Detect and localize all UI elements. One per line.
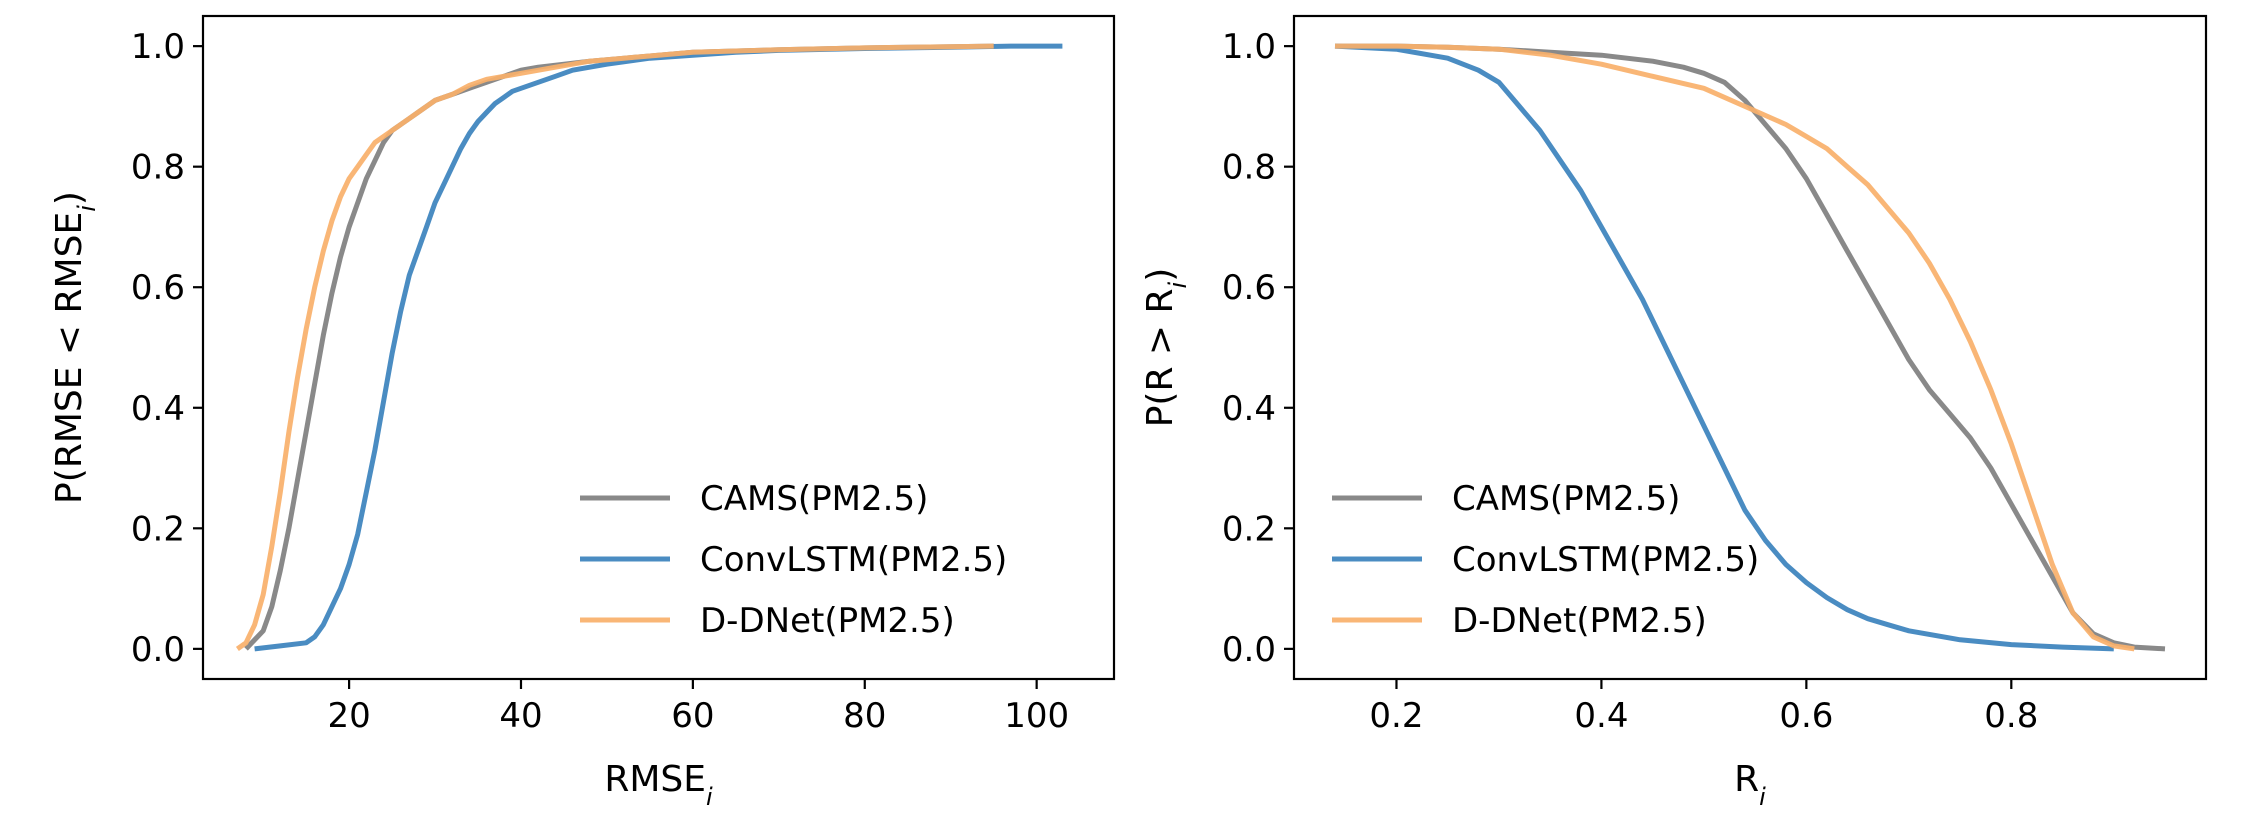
- chart-1-y-axis-label: P(RMSE < RMSEi): [49, 191, 101, 504]
- chart-1-y-tick-label: 0.6: [131, 268, 185, 308]
- chart-1-y-tick-label: 0.2: [131, 509, 185, 549]
- chart-2-y-axis-label-sub: i: [1164, 281, 1192, 288]
- chart-1-y-axis-label-sub: i: [73, 205, 101, 212]
- chart-1-y-tick-label: 0.0: [131, 630, 185, 670]
- chart-1-legend-label-1: CAMS(PM2.5): [700, 479, 928, 519]
- chart-2-x-tick-label: 0.4: [1574, 696, 1628, 736]
- chart-2-x-axis-label-sub: i: [1759, 783, 1766, 811]
- chart-2-plot-frame: [1292, 14, 2208, 681]
- chart-2-y-axis-label-tail: ): [1140, 268, 1181, 282]
- chart-1-x-axis-label-main: RMSE: [604, 759, 706, 800]
- chart-2-x-axis-label-main: R: [1734, 759, 1759, 800]
- chart-2-x-tick-label: 0.2: [1369, 696, 1423, 736]
- chart-2-x-axis-label: Ri: [1734, 759, 1766, 811]
- chart-2-y-tick-label: 0.0: [1222, 630, 1276, 670]
- chart-2-legend-label-1: CAMS(PM2.5): [1452, 479, 1680, 519]
- chart-2-series-2-line: [1334, 43, 2114, 652]
- chart-1-x-axis-label: RMSEi: [604, 759, 713, 811]
- chart-1-y-tick-label: 0.4: [131, 389, 185, 429]
- chart-1-legend: CAMS(PM2.5) ConvLSTM(PM2.5) D-DNet(PM2.5): [580, 479, 1007, 641]
- chart-2-y-axis-label: P(R > Ri): [1140, 268, 1192, 428]
- chart-1-legend-label-2: ConvLSTM(PM2.5): [700, 540, 1007, 580]
- chart-1-plot-frame: [201, 14, 1116, 681]
- chart-2-series-3-line: [1335, 43, 2135, 652]
- chart-2-y-tick-label: 0.2: [1222, 509, 1276, 549]
- chart-2-y-tick-label: 0.4: [1222, 389, 1276, 429]
- chart-2-y-tick-label: 1.0: [1222, 27, 1276, 67]
- chart-2-legend: CAMS(PM2.5) ConvLSTM(PM2.5) D-DNet(PM2.5): [1332, 479, 1759, 641]
- chart-2-legend-label-2: ConvLSTM(PM2.5): [1452, 540, 1759, 580]
- chart-1-x-tick-label: 100: [1004, 696, 1069, 736]
- chart-1-x-tick-label: 40: [499, 696, 542, 736]
- chart-1-x-tick-label: 60: [671, 696, 714, 736]
- chart-1-y-axis-label-main: P(RMSE < RMSE: [49, 212, 90, 504]
- chart-2-series-1-line: [1335, 43, 2166, 652]
- chart-2-legend-label-3: D-DNet(PM2.5): [1452, 601, 1707, 641]
- chart-1-x-tick-label: 20: [327, 696, 370, 736]
- chart-1-y-tick-label: 1.0: [131, 27, 185, 67]
- chart-1-x-tick-label: 80: [843, 696, 886, 736]
- chart-1-legend-label-3: D-DNet(PM2.5): [700, 601, 955, 641]
- chart-1-y-tick-label: 0.8: [131, 148, 185, 188]
- chart-2-y-tick-label: 0.6: [1222, 268, 1276, 308]
- chart-2-x-tick-label: 0.6: [1779, 696, 1833, 736]
- chart-1-y-axis-label-tail: ): [49, 191, 90, 205]
- chart-2-y-tick-label: 0.8: [1222, 148, 1276, 188]
- chart-2-y-axis-label-main: P(R > R: [1140, 288, 1181, 427]
- chart-2-x-tick-label: 0.8: [1984, 696, 2038, 736]
- chart-1-series-3-line: [235, 43, 994, 651]
- chart-1-x-axis-label-sub: i: [706, 783, 713, 811]
- chart-1: 20 40 60 80 1000.00.20.40.60.81.0RMSEiP(RMSE…: [49, 14, 1116, 811]
